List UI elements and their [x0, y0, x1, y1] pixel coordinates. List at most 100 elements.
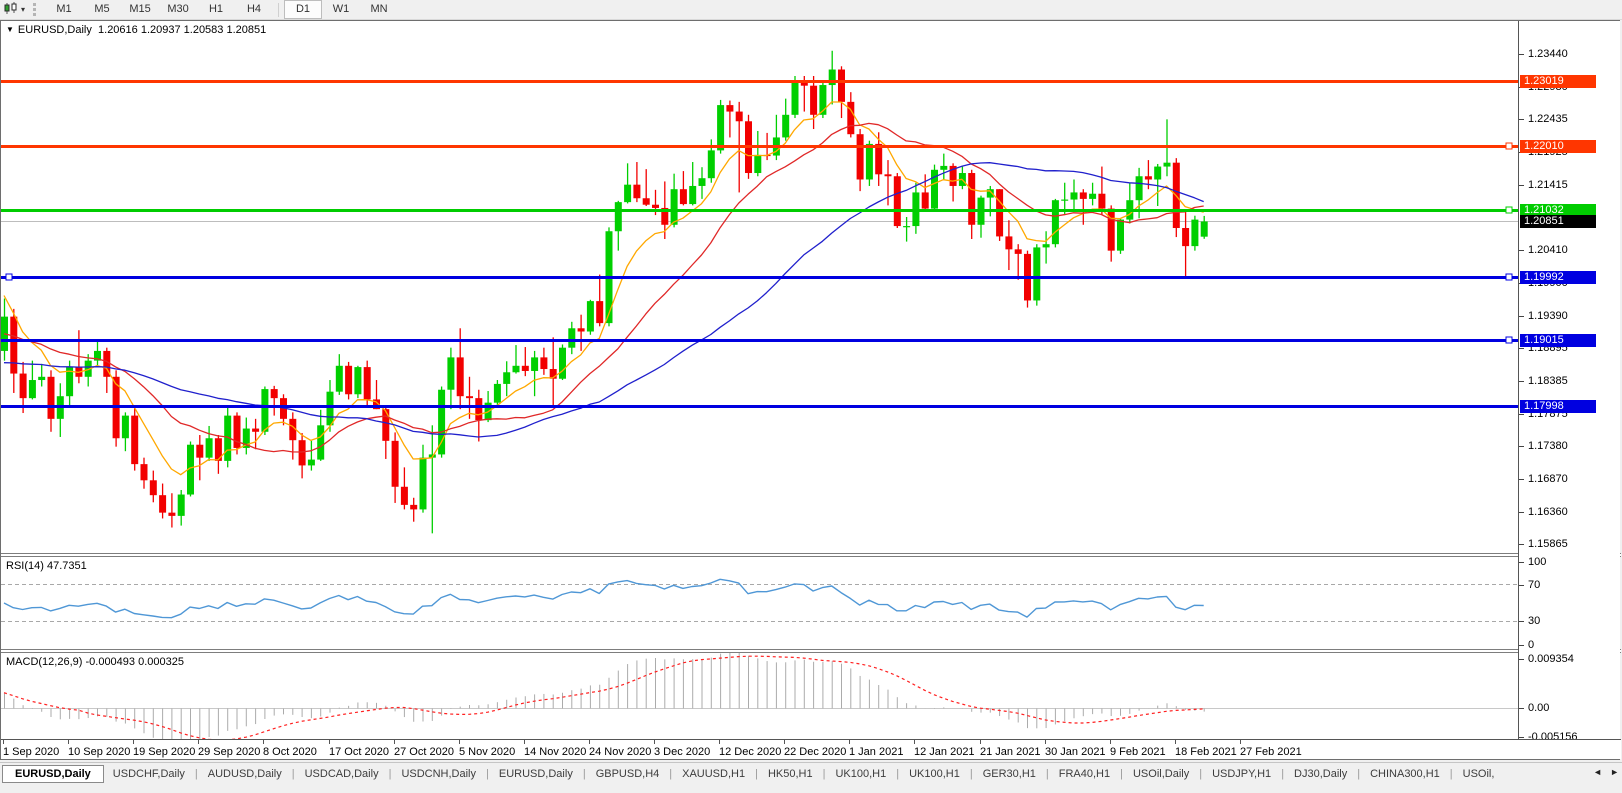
timeframe-button-h1[interactable]: H1 [208, 3, 224, 15]
chart-tab-dj30-daily[interactable]: DJ30,Daily [1294, 768, 1348, 780]
price-tick [1519, 414, 1524, 415]
rsi-indicator-panel[interactable] [1, 557, 1518, 649]
bid-price-label: 1.20851 [1520, 215, 1596, 228]
candle-body [1144, 176, 1152, 180]
candle-body [187, 444, 194, 495]
chart-tab-usdjpy-h1[interactable]: USDJPY,H1 [1212, 768, 1272, 780]
chart-tab-uk100-h1[interactable]: UK100,H1 [909, 768, 960, 780]
tab-separator: | [1449, 768, 1453, 780]
chart-tab-usoil[interactable]: USOil, [1462, 768, 1495, 780]
candle-body [270, 389, 278, 399]
chart-tab-usoil-daily[interactable]: USOil,Daily [1132, 768, 1190, 780]
macd-tick-label: 0.009354 [1528, 653, 1574, 665]
timeframe-button-mn[interactable]: MN [370, 3, 388, 15]
chart-type-dropdown-caret[interactable]: ▾ [21, 5, 26, 14]
tab-separator: | [582, 768, 586, 780]
chart-tab-audusd-daily[interactable]: AUDUSD,Daily [207, 768, 282, 780]
date-tick [784, 740, 785, 744]
rsi-tick [1519, 621, 1524, 622]
candle-body [1182, 228, 1190, 247]
rsi-tick-label: 0 [1528, 639, 1535, 651]
date-label: 21 Jan 2021 [980, 746, 1041, 758]
candle-body [1135, 176, 1143, 201]
candle-body [679, 189, 687, 205]
chart-tab-fra40-h1[interactable]: FRA40,H1 [1058, 768, 1111, 780]
candle-body [1154, 166, 1162, 180]
collapse-icon[interactable]: ▼ [6, 25, 14, 34]
date-label: 9 Feb 2021 [1110, 746, 1166, 758]
timeframe-button-w1[interactable]: W1 [332, 3, 350, 15]
main-price-chart[interactable] [1, 21, 1518, 553]
chart-tab-xauusd-h1[interactable]: XAUUSD,H1 [682, 768, 746, 780]
chart-tab-hk50-h1[interactable]: HK50,H1 [767, 768, 813, 780]
line-handle-right[interactable] [1505, 273, 1513, 281]
chart-type-button[interactable]: ▾ [0, 1, 29, 18]
candle-body [819, 85, 827, 115]
candle-body [1051, 200, 1059, 245]
timeframe-button-d1[interactable]: D1 [284, 0, 323, 19]
price-tick-label: 1.21415 [1528, 179, 1568, 191]
chart-tab-ger30-h1[interactable]: GER30,H1 [982, 768, 1036, 780]
timeframe-button-m15[interactable]: M15 [129, 3, 151, 15]
candle-body [884, 174, 892, 177]
candle-body [438, 389, 446, 455]
scroll-tabs-right-icon[interactable]: ► [1610, 767, 1619, 777]
candle-body [503, 372, 511, 384]
date-tick [1175, 740, 1176, 744]
date-label: 1 Sep 2020 [3, 746, 60, 758]
candle-body [233, 415, 241, 448]
timeframe-button-m5[interactable]: M5 [94, 3, 110, 15]
line-handle-left[interactable] [5, 273, 13, 281]
date-label: 27 Feb 2021 [1240, 746, 1302, 758]
chart-tab-china300-h1[interactable]: CHINA300,H1 [1370, 768, 1440, 780]
candle-body [373, 399, 380, 410]
price-axis[interactable]: 1.234401.229301.224351.219251.214151.204… [1518, 21, 1620, 743]
candle-body [103, 350, 111, 377]
candle-body [903, 226, 911, 228]
candle-body [38, 376, 46, 381]
rsi-macd-splitter[interactable] [1, 649, 1621, 653]
timeframe-button-m1[interactable]: M1 [56, 3, 72, 15]
candlestick-chart-icon [4, 1, 18, 18]
timeframe-button-m30[interactable]: M30 [167, 3, 189, 15]
date-axis[interactable]: 1 Sep 2020 10 Sep 2020 19 Sep 2020 29 Sep 2… [1, 739, 1621, 759]
candle-body [391, 440, 399, 487]
tab-separator: | [755, 768, 758, 780]
candle-body [931, 169, 938, 209]
candle-body [865, 143, 873, 180]
chart-tab-eurusd-daily[interactable]: EURUSD,Daily [498, 768, 573, 780]
price-tick-label: 1.20410 [1528, 244, 1568, 256]
chart-tab-uk100-h1[interactable]: UK100,H1 [835, 768, 887, 780]
date-tick [1110, 740, 1111, 744]
candle-body [596, 301, 604, 324]
candle-body [1033, 247, 1041, 301]
chart-tab-usdchf-daily[interactable]: USDCHF,Daily [112, 768, 185, 780]
timeframe-button-h4[interactable]: H4 [246, 3, 262, 15]
candle-body [121, 415, 129, 439]
main-rsi-splitter[interactable] [1, 553, 1621, 557]
date-label: 30 Jan 2021 [1045, 746, 1106, 758]
candle-body [289, 418, 297, 441]
macd-label: MACD(12,26,9) -0.000493 0.000325 [6, 656, 184, 668]
chart-tab-gbpusd-h4[interactable]: GBPUSD,H4 [595, 768, 660, 780]
toolbar-grip[interactable] [33, 3, 39, 16]
line-handle-right[interactable] [1505, 336, 1513, 344]
candle-body [940, 165, 948, 170]
macd-indicator-panel[interactable] [1, 653, 1518, 739]
chart-tabs: EURUSD,Daily USDCHF,Daily | AUDUSD,Daily | US… [2, 764, 1503, 784]
date-tick [198, 740, 199, 744]
chart-tab-eurusd-daily[interactable]: EURUSD,Daily [2, 765, 104, 783]
chart-tab-usdcnh-daily[interactable]: USDCNH,Daily [401, 768, 476, 780]
price-tick-label: 1.15865 [1528, 538, 1568, 550]
chart-tab-usdcad-daily[interactable]: USDCAD,Daily [304, 768, 379, 780]
line-handle-right[interactable] [1505, 206, 1513, 214]
scroll-tabs-left-icon[interactable]: ◄ [1593, 767, 1603, 777]
chart-window: ▼ EURUSD,Daily 1.20616 1.20937 1.20583 1.… [0, 20, 1621, 760]
chart-ohlc-values: 1.20616 1.20937 1.20583 1.20851 [98, 24, 267, 36]
line-handle-right[interactable] [1505, 142, 1513, 150]
date-tick [980, 740, 981, 744]
date-tick [849, 740, 850, 744]
price-tick [1519, 185, 1524, 186]
candle-body [810, 85, 818, 115]
price-tick-label: 1.23440 [1528, 48, 1568, 60]
